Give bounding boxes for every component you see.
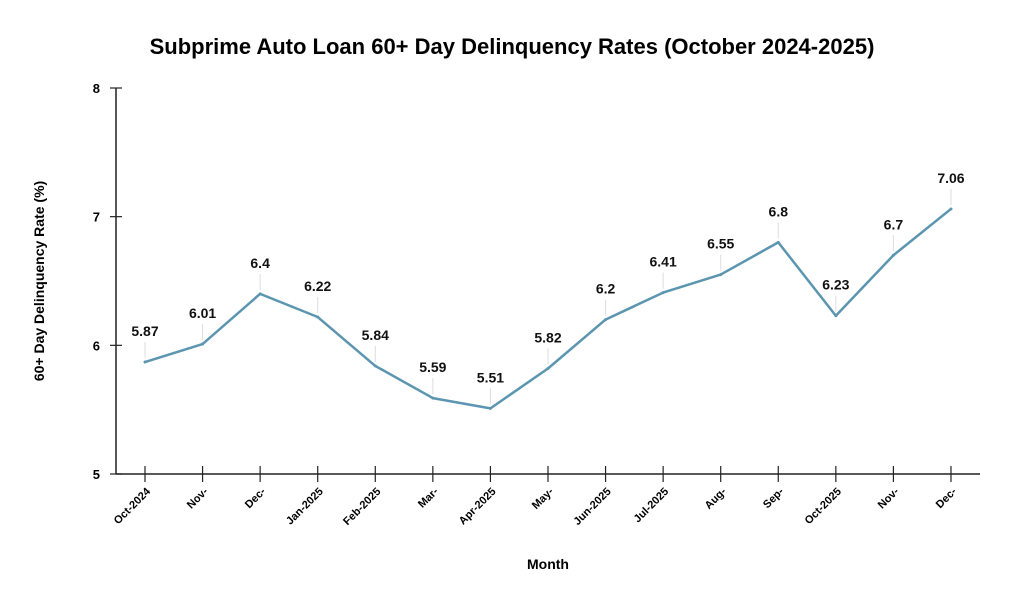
x-tick-label: Dec- — [243, 485, 269, 511]
x-tick-label: Jun-2025 — [571, 486, 613, 528]
data-point — [316, 315, 320, 319]
chart-title: Subprime Auto Loan 60+ Day Delinquency R… — [150, 34, 875, 59]
data-label: 6.8 — [769, 203, 789, 219]
x-tick-label: Apr-2025 — [457, 486, 499, 528]
data-label: 6.23 — [822, 277, 849, 293]
data-label: 6.01 — [189, 305, 216, 321]
data-point — [488, 406, 492, 410]
data-label: 6.7 — [884, 216, 904, 232]
data-point — [201, 342, 205, 346]
data-label: 6.2 — [596, 281, 616, 297]
x-tick-label: Feb-2025 — [341, 486, 383, 528]
data-point — [661, 291, 665, 295]
x-tick-label: Mar- — [416, 485, 441, 510]
data-point — [143, 360, 147, 364]
x-tick-label: May- — [530, 485, 556, 511]
y-axis-label: 60+ Day Delinquency Rate (%) — [31, 181, 47, 381]
data-point — [373, 364, 377, 368]
x-tick-label: Aug- — [703, 485, 729, 511]
data-label: 6.55 — [707, 236, 734, 252]
data-point — [431, 396, 435, 400]
data-label: 5.51 — [477, 369, 504, 385]
data-point — [776, 240, 780, 244]
data-point — [719, 273, 723, 277]
y-tick-label: 6 — [93, 338, 100, 353]
x-tick-label: Jan-2025 — [284, 486, 326, 528]
data-label: 5.82 — [534, 329, 561, 345]
x-tick-label: Oct-2025 — [803, 486, 844, 527]
data-label: 6.4 — [250, 255, 270, 271]
y-tick-label: 5 — [93, 467, 100, 482]
data-label: 5.87 — [131, 323, 158, 339]
x-tick-label: Oct-2024 — [112, 485, 154, 527]
data-point — [258, 292, 262, 296]
series-line — [144, 207, 952, 410]
data-point — [834, 314, 838, 318]
data-label: 6.22 — [304, 278, 331, 294]
y-tick-label: 8 — [93, 81, 100, 96]
data-label: 5.59 — [419, 359, 446, 375]
data-point — [891, 253, 895, 257]
x-tick-label: Sep- — [761, 485, 787, 511]
x-tick-label: Nov- — [876, 485, 902, 511]
data-label: 6.41 — [650, 254, 677, 270]
data-label: 5.84 — [362, 327, 389, 343]
x-tick-label: Nov- — [185, 485, 211, 511]
data-point — [546, 366, 550, 370]
data-point — [949, 207, 953, 211]
x-tick-label: Jul-2025 — [632, 486, 672, 526]
x-axis-label: Month — [527, 556, 569, 572]
y-tick-label: 7 — [93, 210, 100, 225]
data-point — [604, 318, 608, 322]
x-tick-label: Dec- — [934, 485, 960, 511]
data-label: 7.06 — [937, 170, 964, 186]
